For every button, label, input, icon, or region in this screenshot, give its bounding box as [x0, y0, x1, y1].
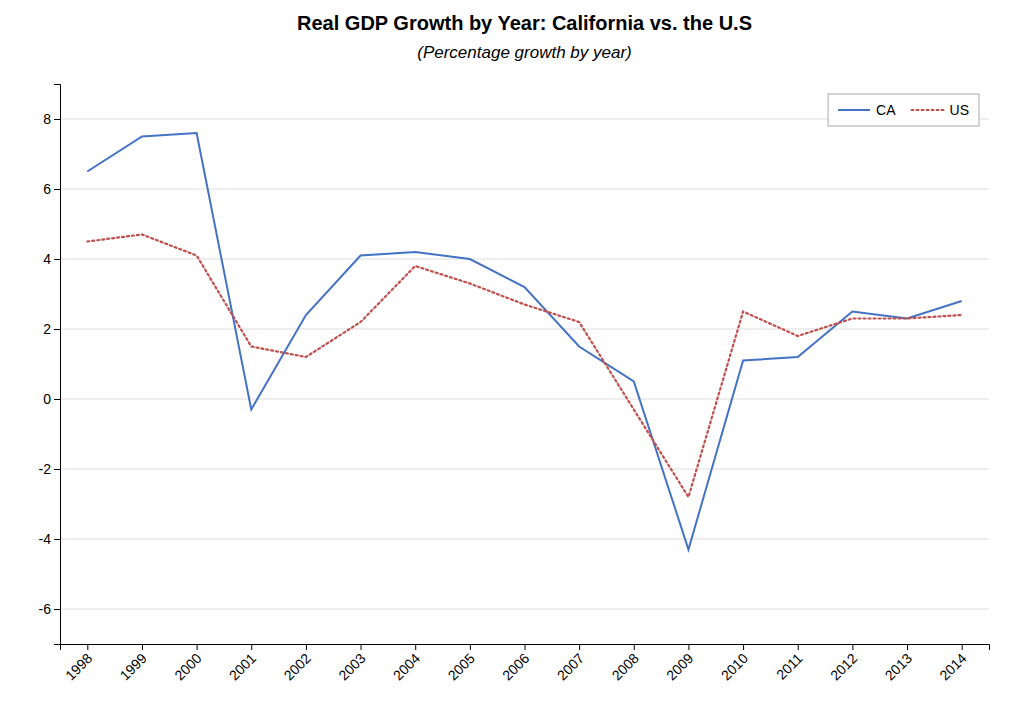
x-tick-label: 2011 — [773, 650, 806, 683]
grid-line — [60, 539, 989, 540]
x-tick-mark — [962, 644, 963, 650]
line — [87, 133, 961, 550]
legend: CA US — [828, 94, 979, 126]
x-tick-mark — [197, 644, 198, 650]
x-tick-label: 2006 — [499, 650, 532, 683]
plot-area — [87, 133, 961, 550]
legend-swatch — [838, 109, 870, 111]
y-tick-mark — [54, 189, 60, 190]
x-tick: 1999 — [117, 644, 150, 683]
y-tick: -4 — [39, 531, 60, 547]
x-axis: 1998 1999 2000 2001 2002 2003 2004 2005 2006 2007… — [61, 644, 990, 683]
y-tick-mark — [54, 329, 60, 330]
grid-line — [60, 189, 989, 190]
y-tick-label: -2 — [39, 461, 52, 477]
x-tick: 2003 — [335, 644, 368, 683]
y-tick-label: 2 — [43, 321, 51, 337]
y-tick: 8 — [43, 111, 60, 127]
x-tick-label: 2002 — [281, 650, 314, 683]
x-tick-mark — [688, 644, 689, 650]
x-tick-label: 2012 — [827, 650, 860, 683]
title: Real GDP Growth by Year: California vs. … — [297, 12, 752, 34]
legend-box — [828, 94, 979, 126]
x-tick-mark — [743, 644, 744, 650]
grid-line — [60, 469, 989, 470]
line — [87, 235, 961, 498]
x-tick-mark — [579, 644, 580, 650]
y-tick-mark — [54, 119, 60, 120]
x-tick: 2005 — [445, 644, 478, 683]
x-tick-label: 1999 — [117, 650, 150, 683]
x-tick-label: 2013 — [882, 650, 915, 683]
x-tick-label: 1998 — [62, 650, 95, 683]
x-tick: 2013 — [882, 644, 915, 683]
x-tick: 2006 — [499, 644, 532, 683]
x-tick-mark — [306, 644, 307, 650]
legend-label: CA — [876, 102, 896, 118]
x-tick-mark — [361, 644, 362, 650]
x-axis-line — [61, 645, 990, 651]
x-tick-mark — [634, 644, 635, 650]
x-tick-mark — [142, 644, 143, 650]
x-tick: 2001 — [226, 644, 259, 683]
x-tick-mark — [415, 644, 416, 650]
x-tick: 2008 — [608, 644, 641, 683]
x-tick-mark — [470, 644, 471, 650]
x-tick-mark — [798, 644, 799, 650]
y-axis-line — [54, 85, 61, 645]
x-tick-label: 2010 — [718, 650, 751, 683]
x-tick: 2012 — [827, 644, 860, 683]
y-axis: -6 -4 -2 0 2 4 6 8 — [39, 85, 61, 645]
x-tick-label: 2001 — [226, 650, 259, 683]
grid-line — [60, 329, 989, 330]
x-tick: 2009 — [663, 644, 696, 683]
x-tick: 2014 — [936, 644, 969, 683]
x-tick-label: 2003 — [335, 650, 368, 683]
legend-swatch — [912, 109, 944, 111]
x-tick: 1998 — [62, 644, 95, 683]
x-tick-mark — [907, 644, 908, 650]
y-tick-mark — [54, 469, 60, 470]
y-tick-mark — [54, 259, 60, 260]
y-tick-label: -6 — [39, 601, 52, 617]
x-tick: 2007 — [554, 644, 587, 683]
y-tick: -2 — [39, 461, 60, 477]
x-tick-label: 2000 — [171, 650, 204, 683]
grid-line — [60, 399, 989, 400]
y-tick: 6 — [43, 181, 60, 197]
y-tick-label: 0 — [43, 391, 51, 407]
grid — [60, 119, 989, 609]
y-tick-label: 6 — [43, 181, 51, 197]
y-tick-label: 4 — [43, 251, 51, 267]
x-tick-mark — [251, 644, 252, 650]
x-tick-mark — [852, 644, 853, 650]
y-tick: 0 — [43, 391, 60, 407]
x-tick: 2010 — [718, 644, 751, 683]
x-tick-label: 2004 — [390, 650, 423, 683]
x-tick: 2000 — [171, 644, 204, 683]
y-tick: -6 — [39, 601, 60, 617]
x-tick-mark — [525, 644, 526, 650]
legend-label: US — [950, 102, 969, 118]
y-tick-mark — [54, 539, 60, 540]
x-tick: 2011 — [773, 644, 806, 683]
x-tick-label: 2005 — [445, 650, 478, 683]
y-tick-mark — [54, 609, 60, 610]
subtitle: (Percentage growth by year) — [417, 43, 632, 62]
x-tick-label: 2014 — [936, 650, 969, 683]
x-tick-label: 2007 — [554, 650, 587, 683]
y-tick-mark — [54, 399, 60, 400]
x-tick: 2004 — [390, 644, 423, 683]
grid-line — [60, 609, 989, 610]
chart: Real GDP Growth by Year: California vs. … — [0, 0, 1019, 724]
y-tick: 4 — [43, 251, 60, 267]
y-tick-label: -4 — [39, 531, 52, 547]
y-tick-label: 8 — [43, 111, 51, 127]
x-tick-mark — [87, 644, 88, 650]
x-tick: 2002 — [281, 644, 314, 683]
x-tick-label: 2008 — [608, 650, 641, 683]
x-tick-label: 2009 — [663, 650, 696, 683]
y-tick: 2 — [43, 321, 60, 337]
